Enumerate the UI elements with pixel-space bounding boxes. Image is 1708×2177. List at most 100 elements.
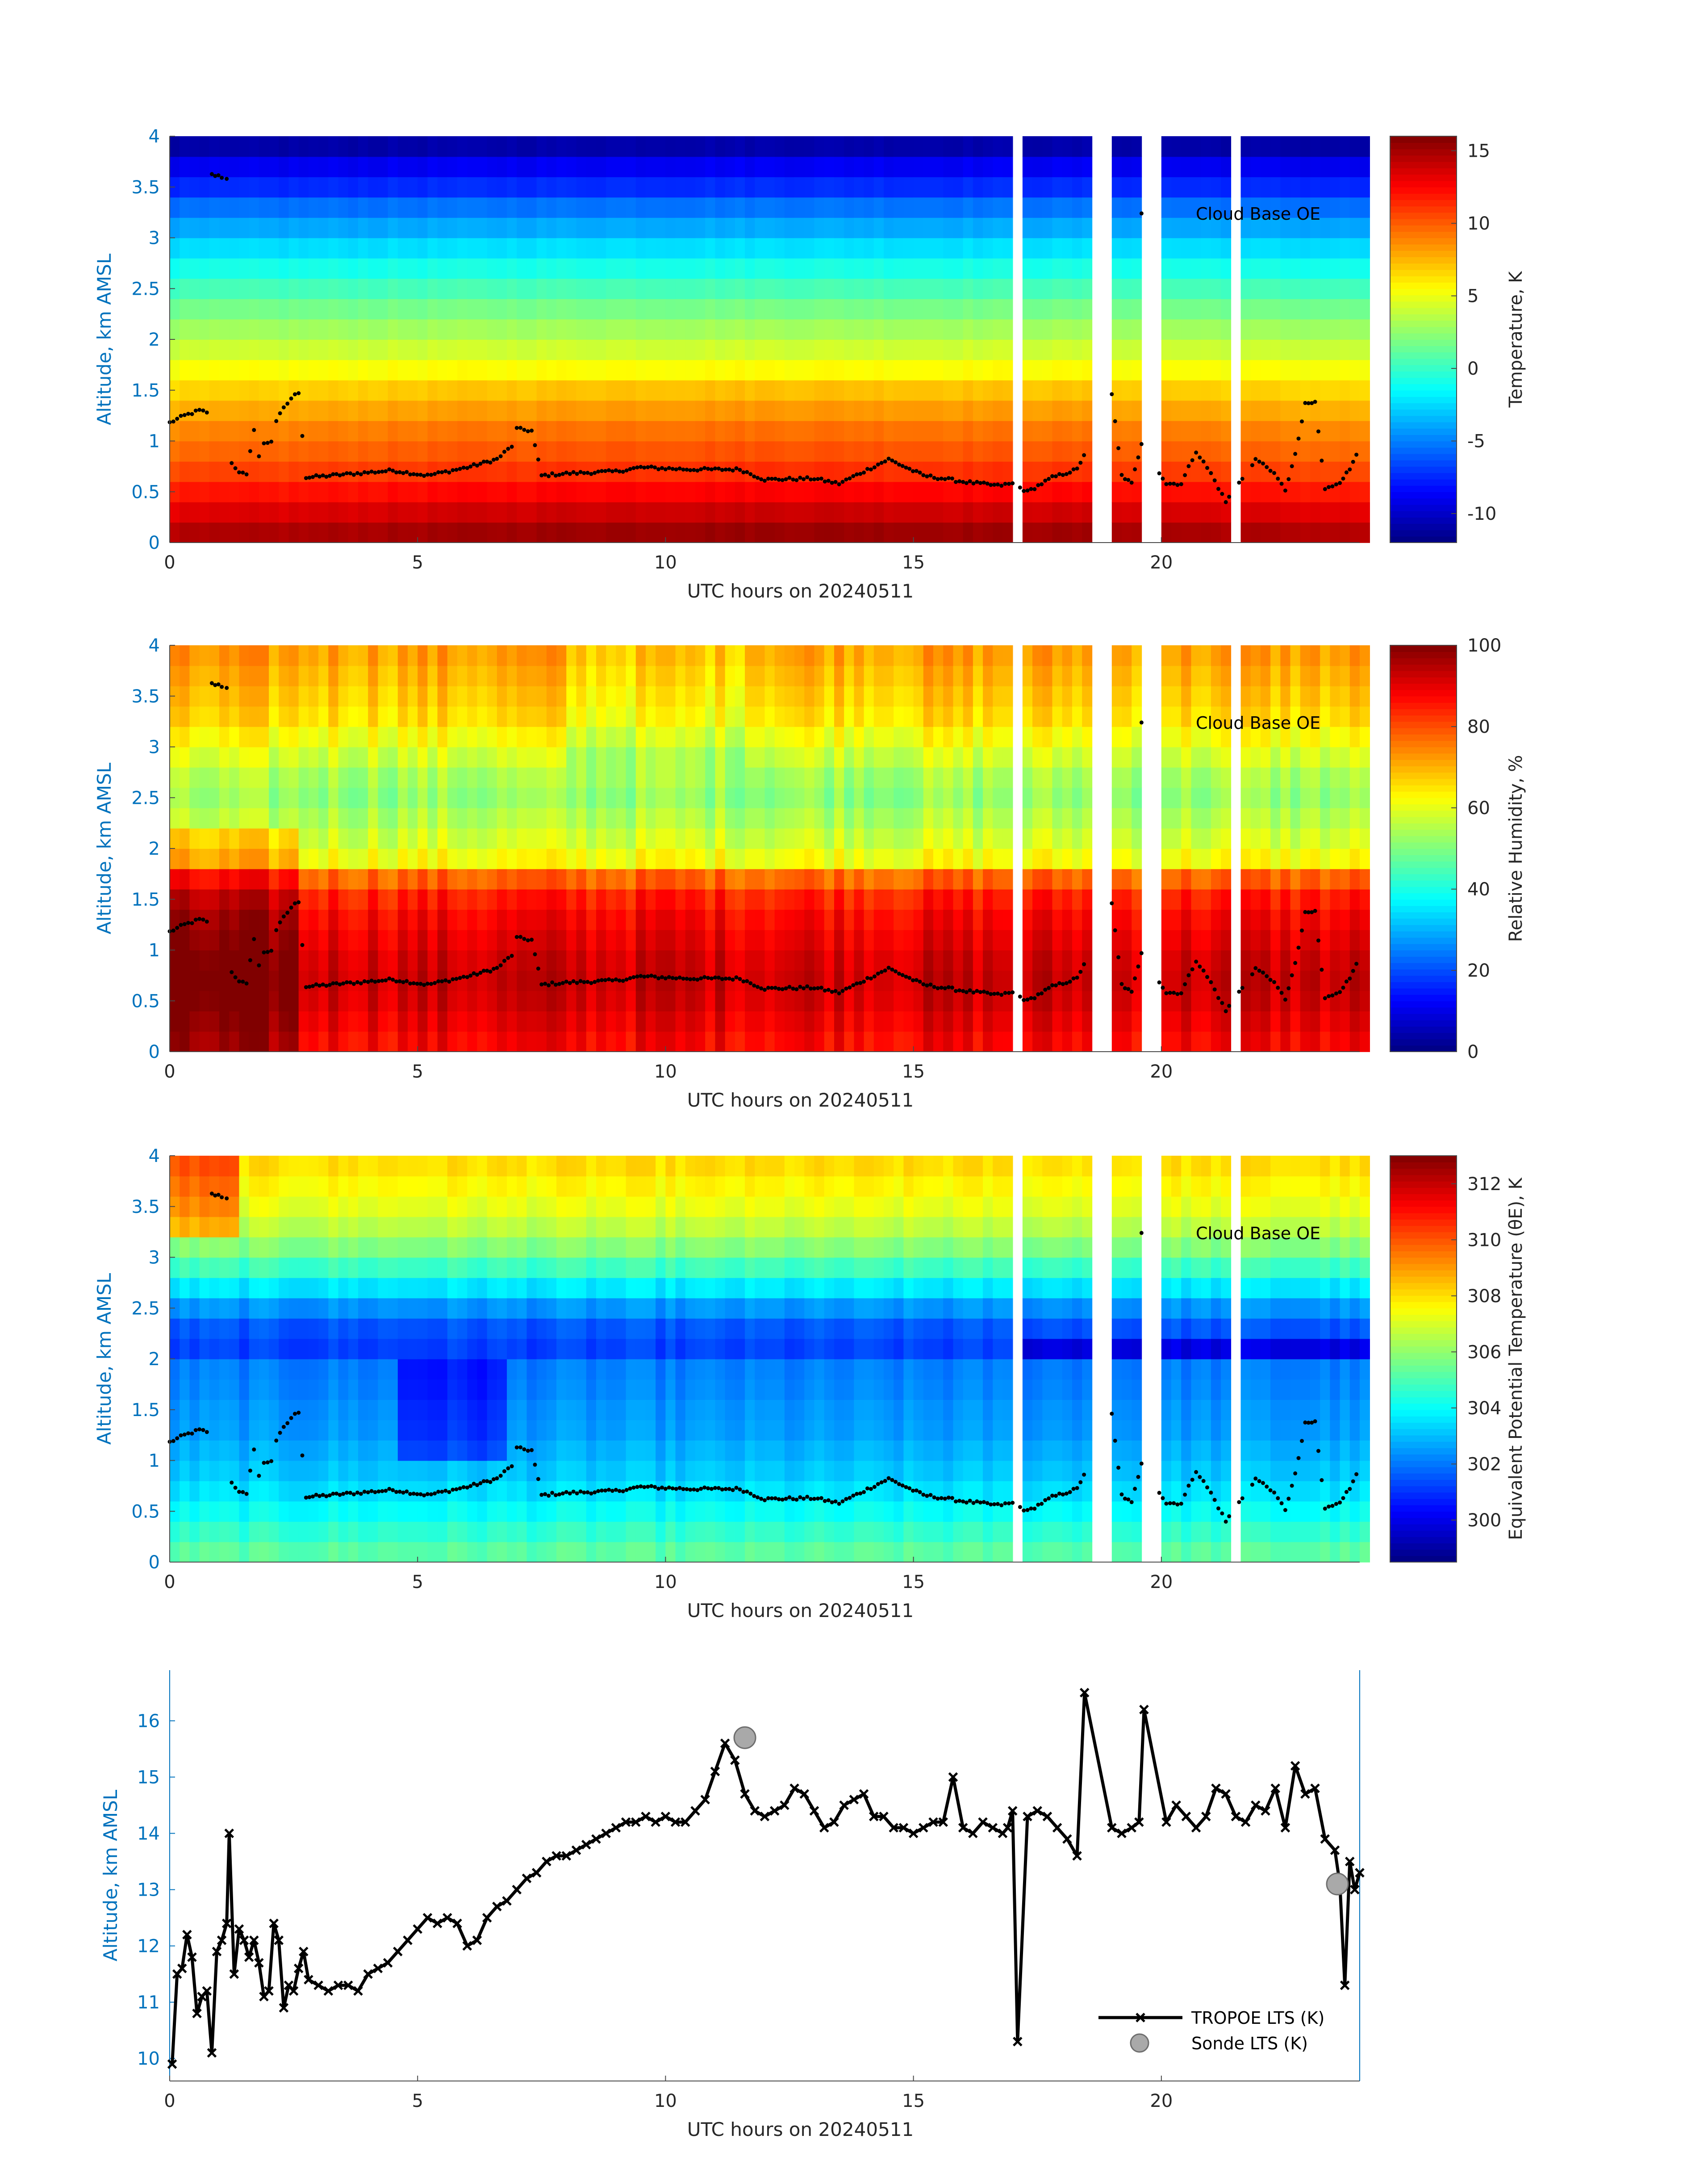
y-tick-label: 3.5 <box>131 177 160 198</box>
heatmap-cell <box>1349 319 1360 340</box>
heatmap-cell <box>437 502 448 523</box>
heatmap-cell <box>725 869 735 890</box>
heatmap-cell <box>328 665 339 686</box>
heatmap-cell <box>219 136 230 157</box>
heatmap-cell <box>993 461 1003 482</box>
heatmap-cell <box>1270 258 1281 279</box>
heatmap-cell <box>993 909 1003 930</box>
heatmap-cell <box>1250 828 1261 849</box>
heatmap-cell <box>646 197 656 218</box>
heatmap-cell <box>903 990 914 1011</box>
heatmap-cell <box>794 930 805 951</box>
heatmap-cell <box>784 522 795 543</box>
heatmap-cell <box>695 278 706 299</box>
heatmap-cell <box>378 848 388 869</box>
heatmap-cell <box>338 278 349 299</box>
heatmap-cell <box>378 1011 388 1032</box>
heatmap-cell <box>1002 217 1013 238</box>
heatmap-cell <box>804 421 815 442</box>
heatmap-cell <box>685 278 696 299</box>
colorbar-segment <box>1390 466 1457 473</box>
heatmap-cell <box>1310 238 1320 259</box>
heatmap-cell <box>903 197 914 218</box>
heatmap-cell <box>1002 665 1013 686</box>
heatmap-cell <box>348 339 359 360</box>
y-tick-label: 4 <box>149 126 160 147</box>
heatmap-cell <box>1022 217 1033 238</box>
heatmap-cell <box>864 828 874 849</box>
heatmap-cell <box>1280 1031 1291 1052</box>
heatmap-cell <box>378 645 388 666</box>
heatmap-cell <box>1330 217 1341 238</box>
heatmap-cell <box>1290 869 1301 890</box>
heatmap-cell <box>507 339 518 360</box>
heatmap-cell <box>1330 359 1341 380</box>
heatmap-cell <box>180 461 190 482</box>
heatmap-cell <box>685 645 696 666</box>
heatmap-cell <box>526 848 537 869</box>
heatmap-cell <box>358 156 368 177</box>
colorbar-segment <box>1390 295 1457 302</box>
heatmap-cell <box>239 787 250 808</box>
heatmap-cell <box>467 909 478 930</box>
cloud-base-point <box>314 473 318 477</box>
heatmap-cell <box>1349 461 1360 482</box>
heatmap-cell <box>1002 686 1013 707</box>
cloud-base-point <box>488 460 493 465</box>
heatmap-cell <box>993 177 1003 198</box>
heatmap-cell <box>933 238 944 259</box>
heatmap-cell <box>1211 502 1221 523</box>
heatmap-cell <box>705 278 716 299</box>
heatmap-cell <box>517 461 527 482</box>
heatmap-cell <box>894 1031 904 1052</box>
heatmap-cell <box>477 950 488 971</box>
heatmap-cell <box>447 1011 458 1032</box>
heatmap-cell <box>735 238 745 259</box>
heatmap-cell <box>517 522 527 543</box>
heatmap-cell <box>408 889 418 910</box>
heatmap-cell <box>735 686 745 707</box>
heatmap-cell <box>606 502 617 523</box>
heatmap-cell <box>437 747 448 768</box>
heatmap-cell <box>338 502 349 523</box>
heatmap-cell <box>546 359 557 380</box>
heatmap-cell <box>487 177 497 198</box>
heatmap-cell <box>566 848 577 869</box>
heatmap-cell <box>388 136 398 157</box>
heatmap-cell <box>1111 359 1122 380</box>
cloud-base-point <box>1029 487 1033 491</box>
heatmap-cell <box>854 1031 864 1052</box>
heatmap-cell <box>546 156 557 177</box>
heatmap-cell <box>824 686 835 707</box>
heatmap-cells <box>170 645 1370 1052</box>
heatmap-cell <box>437 706 448 727</box>
heatmap-cell <box>596 990 606 1011</box>
heatmap-cell <box>1032 1011 1043 1032</box>
heatmap-cell <box>298 889 309 910</box>
heatmap-cell <box>338 808 349 829</box>
heatmap-cell <box>606 889 617 910</box>
heatmap-cell <box>536 930 547 951</box>
heatmap-cell <box>1360 258 1370 279</box>
heatmap-cell <box>1250 767 1261 788</box>
heatmap-cell <box>249 727 259 748</box>
heatmap-cell <box>943 1031 954 1052</box>
heatmap-cell <box>368 339 379 360</box>
heatmap-cell <box>1300 217 1311 238</box>
heatmap-cell <box>705 990 716 1011</box>
heatmap-cell <box>725 400 735 421</box>
heatmap-cell <box>774 767 785 788</box>
heatmap-cell <box>1320 930 1331 951</box>
heatmap-cell <box>566 1031 577 1052</box>
heatmap-cell <box>437 136 448 157</box>
heatmap-cell <box>526 380 537 401</box>
heatmap-cell <box>794 787 805 808</box>
heatmap-cell <box>229 278 240 299</box>
heatmap-cell <box>913 502 924 523</box>
heatmap-cell <box>774 217 785 238</box>
heatmap-cell <box>1122 299 1132 320</box>
heatmap-cell <box>507 258 518 279</box>
heatmap-cell <box>894 400 904 421</box>
heatmap-cell <box>507 808 518 829</box>
heatmap-cell <box>1082 380 1093 401</box>
